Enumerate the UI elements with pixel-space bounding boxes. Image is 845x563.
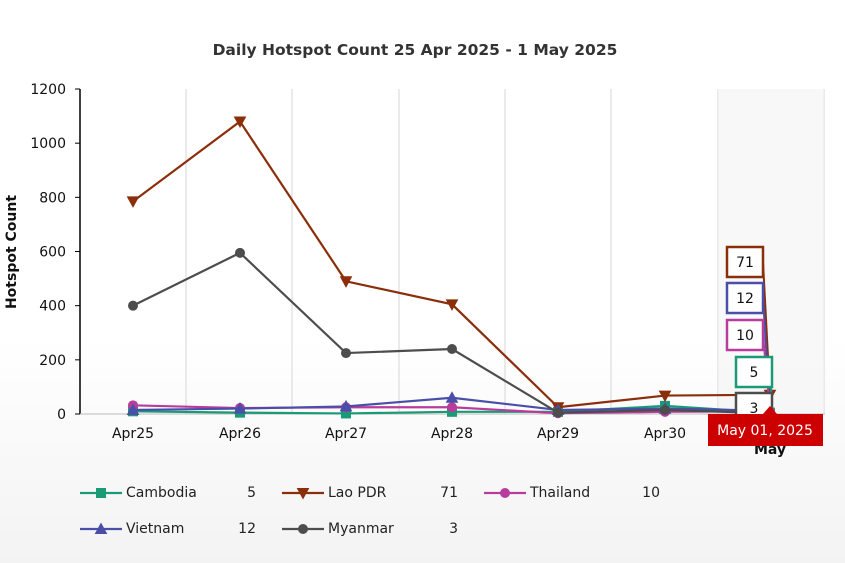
y-tick-label: 1000 (30, 136, 66, 152)
x-tick-label: Apr26 (219, 426, 261, 442)
value-box (725, 281, 765, 315)
legend-label: Vietnam (126, 521, 185, 537)
legend-label: Thailand (530, 485, 591, 501)
data-point (447, 402, 457, 413)
legend-item-myanmar[interactable]: Myanmar 3 (282, 518, 458, 540)
legend-swatch (282, 488, 324, 500)
data-point (296, 488, 310, 500)
legend-swatch (80, 488, 122, 498)
y-axis-label: Hotspot Count (4, 195, 20, 309)
series-layer (126, 116, 777, 419)
data-point (445, 391, 459, 403)
series-line (132, 119, 771, 409)
y-tick-label: 0 (57, 407, 66, 423)
tooltip-pointer (763, 406, 777, 414)
legend-value: 10 (642, 485, 660, 501)
data-point (341, 348, 351, 359)
chart-title: Daily Hotspot Count 25 Apr 2025 - 1 May … (213, 41, 618, 59)
data-point (235, 247, 245, 258)
data-point (658, 390, 672, 403)
value-box (725, 245, 765, 279)
data-point (339, 399, 353, 412)
legend-value: 71 (440, 485, 458, 501)
value-box (725, 318, 765, 352)
data-point (298, 524, 308, 534)
value-label: 71 (736, 255, 754, 271)
y-tick-label: 200 (39, 353, 66, 369)
data-point (447, 344, 457, 354)
legend-label: Cambodia (126, 485, 197, 501)
legend-item-thailand[interactable]: Thailand 10 (484, 482, 660, 504)
data-point (94, 522, 108, 534)
data-point (126, 403, 140, 415)
x-tick-label: Apr28 (431, 426, 473, 442)
legend-swatch (484, 488, 526, 498)
legend-value: 12 (238, 521, 256, 537)
chart-legend: Cambodia 5 Lao PDR 71 Thailand 10 Vietnam 12 Mya… (80, 476, 680, 546)
series-line (132, 251, 771, 415)
data-point (445, 299, 459, 311)
tooltip-text: May 01, 2025 (717, 423, 813, 439)
y-tick-label: 800 (39, 190, 66, 206)
data-point (128, 300, 138, 311)
y-tick-label: 600 (39, 245, 66, 261)
legend-swatch (80, 522, 122, 534)
value-label: 3 (750, 401, 759, 417)
series-lao-pdr (126, 116, 777, 414)
legend-item-vietnam[interactable]: Vietnam 12 (80, 518, 256, 540)
y-tick-label: 1200 (30, 82, 66, 98)
value-label: 10 (736, 328, 754, 344)
x-tick-label: Apr27 (325, 426, 367, 442)
y-tick-label: 400 (39, 299, 66, 315)
data-point (233, 116, 247, 129)
legend-value: 5 (247, 485, 256, 501)
data-point (553, 407, 563, 418)
x-tick-label: Apr25 (112, 426, 154, 442)
data-point (233, 402, 247, 414)
hotspot-line-chart: Daily Hotspot Count 25 Apr 2025 - 1 May … (4, 41, 825, 458)
value-box (734, 355, 774, 389)
legend-item-cambodia[interactable]: Cambodia 5 (80, 482, 256, 504)
x-tick-label: Apr29 (537, 426, 579, 442)
legend-label: Lao PDR (328, 485, 387, 501)
value-label: 5 (750, 365, 759, 381)
data-point (660, 404, 670, 415)
axes: 0 200 400 600 800 1000 1200 Apr25 Apr26 Apr27 Apr2… (30, 82, 825, 458)
legend-item-lao-pdr[interactable]: Lao PDR 71 (282, 482, 458, 504)
x-tick-label: Apr30 (644, 426, 686, 442)
legend-swatch (282, 524, 324, 534)
tooltip-box (708, 414, 823, 446)
data-point (96, 488, 106, 498)
tooltip: May 01, 2025 (708, 406, 823, 446)
data-point (339, 276, 353, 288)
legend-value: 3 (449, 521, 458, 537)
data-point (500, 488, 510, 498)
legend-label: Myanmar (328, 521, 394, 537)
value-label: 12 (736, 291, 754, 307)
data-point (126, 196, 140, 208)
